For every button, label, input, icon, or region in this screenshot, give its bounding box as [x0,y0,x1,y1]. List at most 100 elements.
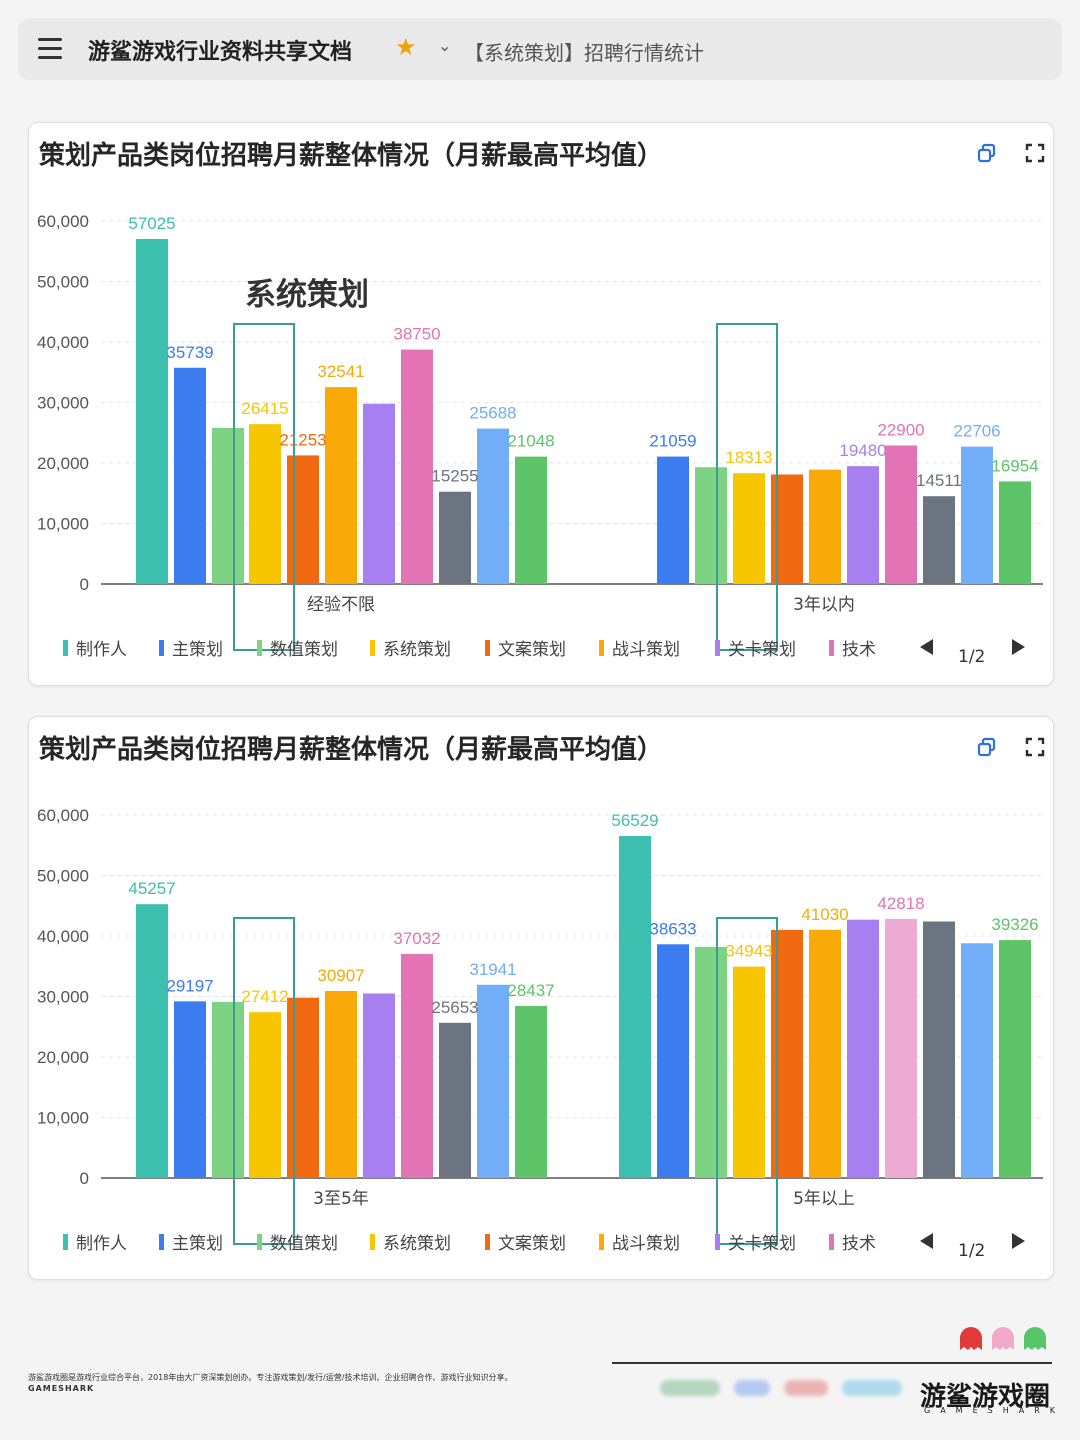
footer-description-text: 游鲨游戏圈是游戏行业综合平台，2018年由大厂资深策划创办。专注游戏策划/发行/… [28,1373,513,1382]
legend-swatch[interactable] [159,1234,164,1250]
legend-swatch[interactable] [829,1234,834,1250]
legend-label[interactable]: 系统策划 [383,1234,451,1254]
bar [515,1005,547,1178]
data-label: 38633 [649,919,696,938]
ghost-mascot-icons [960,1327,1046,1350]
legend-label[interactable]: 技术 [842,1234,876,1254]
legend-next-icon[interactable] [1012,639,1025,655]
data-label: 14511 [916,471,962,490]
footer-divider [612,1362,1052,1364]
bar [136,904,168,1178]
legend-label[interactable]: 关卡策划 [728,640,796,660]
legend-label[interactable]: 主策划 [172,640,223,660]
copy-icon[interactable] [975,735,999,759]
legend-label[interactable]: 数值策划 [270,640,338,660]
menu-icon[interactable] [38,38,62,60]
y-tick-label: 20,000 [37,454,89,473]
y-tick-label: 40,000 [37,927,89,946]
y-tick-label: 0 [80,575,89,594]
legend-label[interactable]: 数值策划 [270,1234,338,1254]
data-label: 21059 [649,432,696,451]
category-label: 5年以上 [793,1189,855,1209]
legend-label[interactable]: 系统策划 [383,640,451,660]
y-tick-label: 30,000 [37,394,89,413]
bar [999,940,1031,1178]
legend-swatch[interactable] [485,640,490,656]
bar-chart: 0 10,000 20,000 30,000 40,000 50,000 60,000 570… [37,212,1043,667]
data-label: 32541 [317,362,364,381]
legend-swatch[interactable] [829,640,834,656]
data-label: 27412 [241,987,288,1006]
y-tick-label: 50,000 [37,273,89,292]
data-label: 22706 [953,422,1000,441]
bar [657,456,689,584]
category-label: 经验不限 [307,595,375,615]
chart-title: 策划产品类岗位招聘月薪整体情况（月薪最高平均值） [39,141,664,171]
bar [174,367,206,584]
data-label: 26415 [241,399,288,418]
data-label: 25688 [469,404,516,423]
legend-label[interactable]: 文案策划 [498,1234,566,1254]
breadcrumb: 【系统策划】招聘行情统计 [464,41,704,65]
bar [733,473,765,584]
legend-swatch[interactable] [370,1234,375,1250]
data-label: 30907 [317,966,364,985]
y-tick-label: 60,000 [37,212,89,231]
bar [847,466,879,584]
legend-prev-icon[interactable] [920,1233,933,1249]
footer-description: 游鲨游戏圈是游戏行业综合平台，2018年由大厂资深策划创办。专注游戏策划/发行/… [28,1372,512,1394]
legend-label[interactable]: 文案策划 [498,640,566,660]
bar [363,993,395,1178]
legend-swatch[interactable] [63,1234,68,1250]
legend-label[interactable]: 战斗策划 [612,1234,680,1254]
legend-label[interactable]: 主策划 [172,1234,223,1254]
legend-page: 1/2 [958,1241,985,1261]
bar [923,496,955,584]
y-tick-label: 10,000 [37,1109,89,1128]
chart-title: 策划产品类岗位招聘月薪整体情况（月薪最高平均值） [39,735,664,765]
legend-swatch[interactable] [257,1234,262,1250]
expand-icon[interactable] [1023,141,1047,165]
legend-label[interactable]: 制作人 [76,640,127,660]
legend-swatch[interactable] [599,640,604,656]
data-label: 39326 [991,915,1038,934]
legend-label[interactable]: 关卡策划 [728,1234,796,1254]
copy-icon[interactable] [975,141,999,165]
data-label: 37032 [393,929,440,948]
data-label: 28437 [507,981,554,1000]
legend-swatch[interactable] [63,640,68,656]
y-tick-label: 40,000 [37,333,89,352]
bar [657,944,689,1178]
legend-swatch[interactable] [485,1234,490,1250]
data-label: 56529 [611,811,658,830]
bar [249,424,281,584]
data-label: 16954 [991,456,1038,475]
data-label: 35739 [166,343,213,362]
data-label: 41030 [801,905,848,924]
legend-prev-icon[interactable] [920,639,933,655]
y-tick-label: 10,000 [37,515,89,534]
legend-swatch[interactable] [257,640,262,656]
star-icon[interactable]: ★ [395,33,417,61]
data-label: 19480 [839,441,886,460]
legend-swatch[interactable] [715,640,720,656]
chevron-down-icon[interactable]: ⌄ [438,36,452,55]
legend-label[interactable]: 战斗策划 [612,640,680,660]
legend-label[interactable]: 技术 [842,640,876,660]
legend-swatch[interactable] [370,640,375,656]
bar [809,929,841,1178]
bar-chart: 0 10,000 20,000 30,000 40,000 50,000 60,000 452… [37,806,1043,1261]
legend-swatch[interactable] [159,640,164,656]
bar [515,456,547,584]
legend-swatch[interactable] [599,1234,604,1250]
legend-swatch[interactable] [715,1234,720,1250]
bar [961,943,993,1178]
legend-label[interactable]: 制作人 [76,1234,127,1254]
bar [999,481,1031,584]
data-label: 57025 [128,214,175,233]
expand-icon[interactable] [1023,735,1047,759]
bar [885,918,917,1178]
bar [174,1001,206,1178]
legend-next-icon[interactable] [1012,1233,1025,1249]
bar [212,427,244,584]
